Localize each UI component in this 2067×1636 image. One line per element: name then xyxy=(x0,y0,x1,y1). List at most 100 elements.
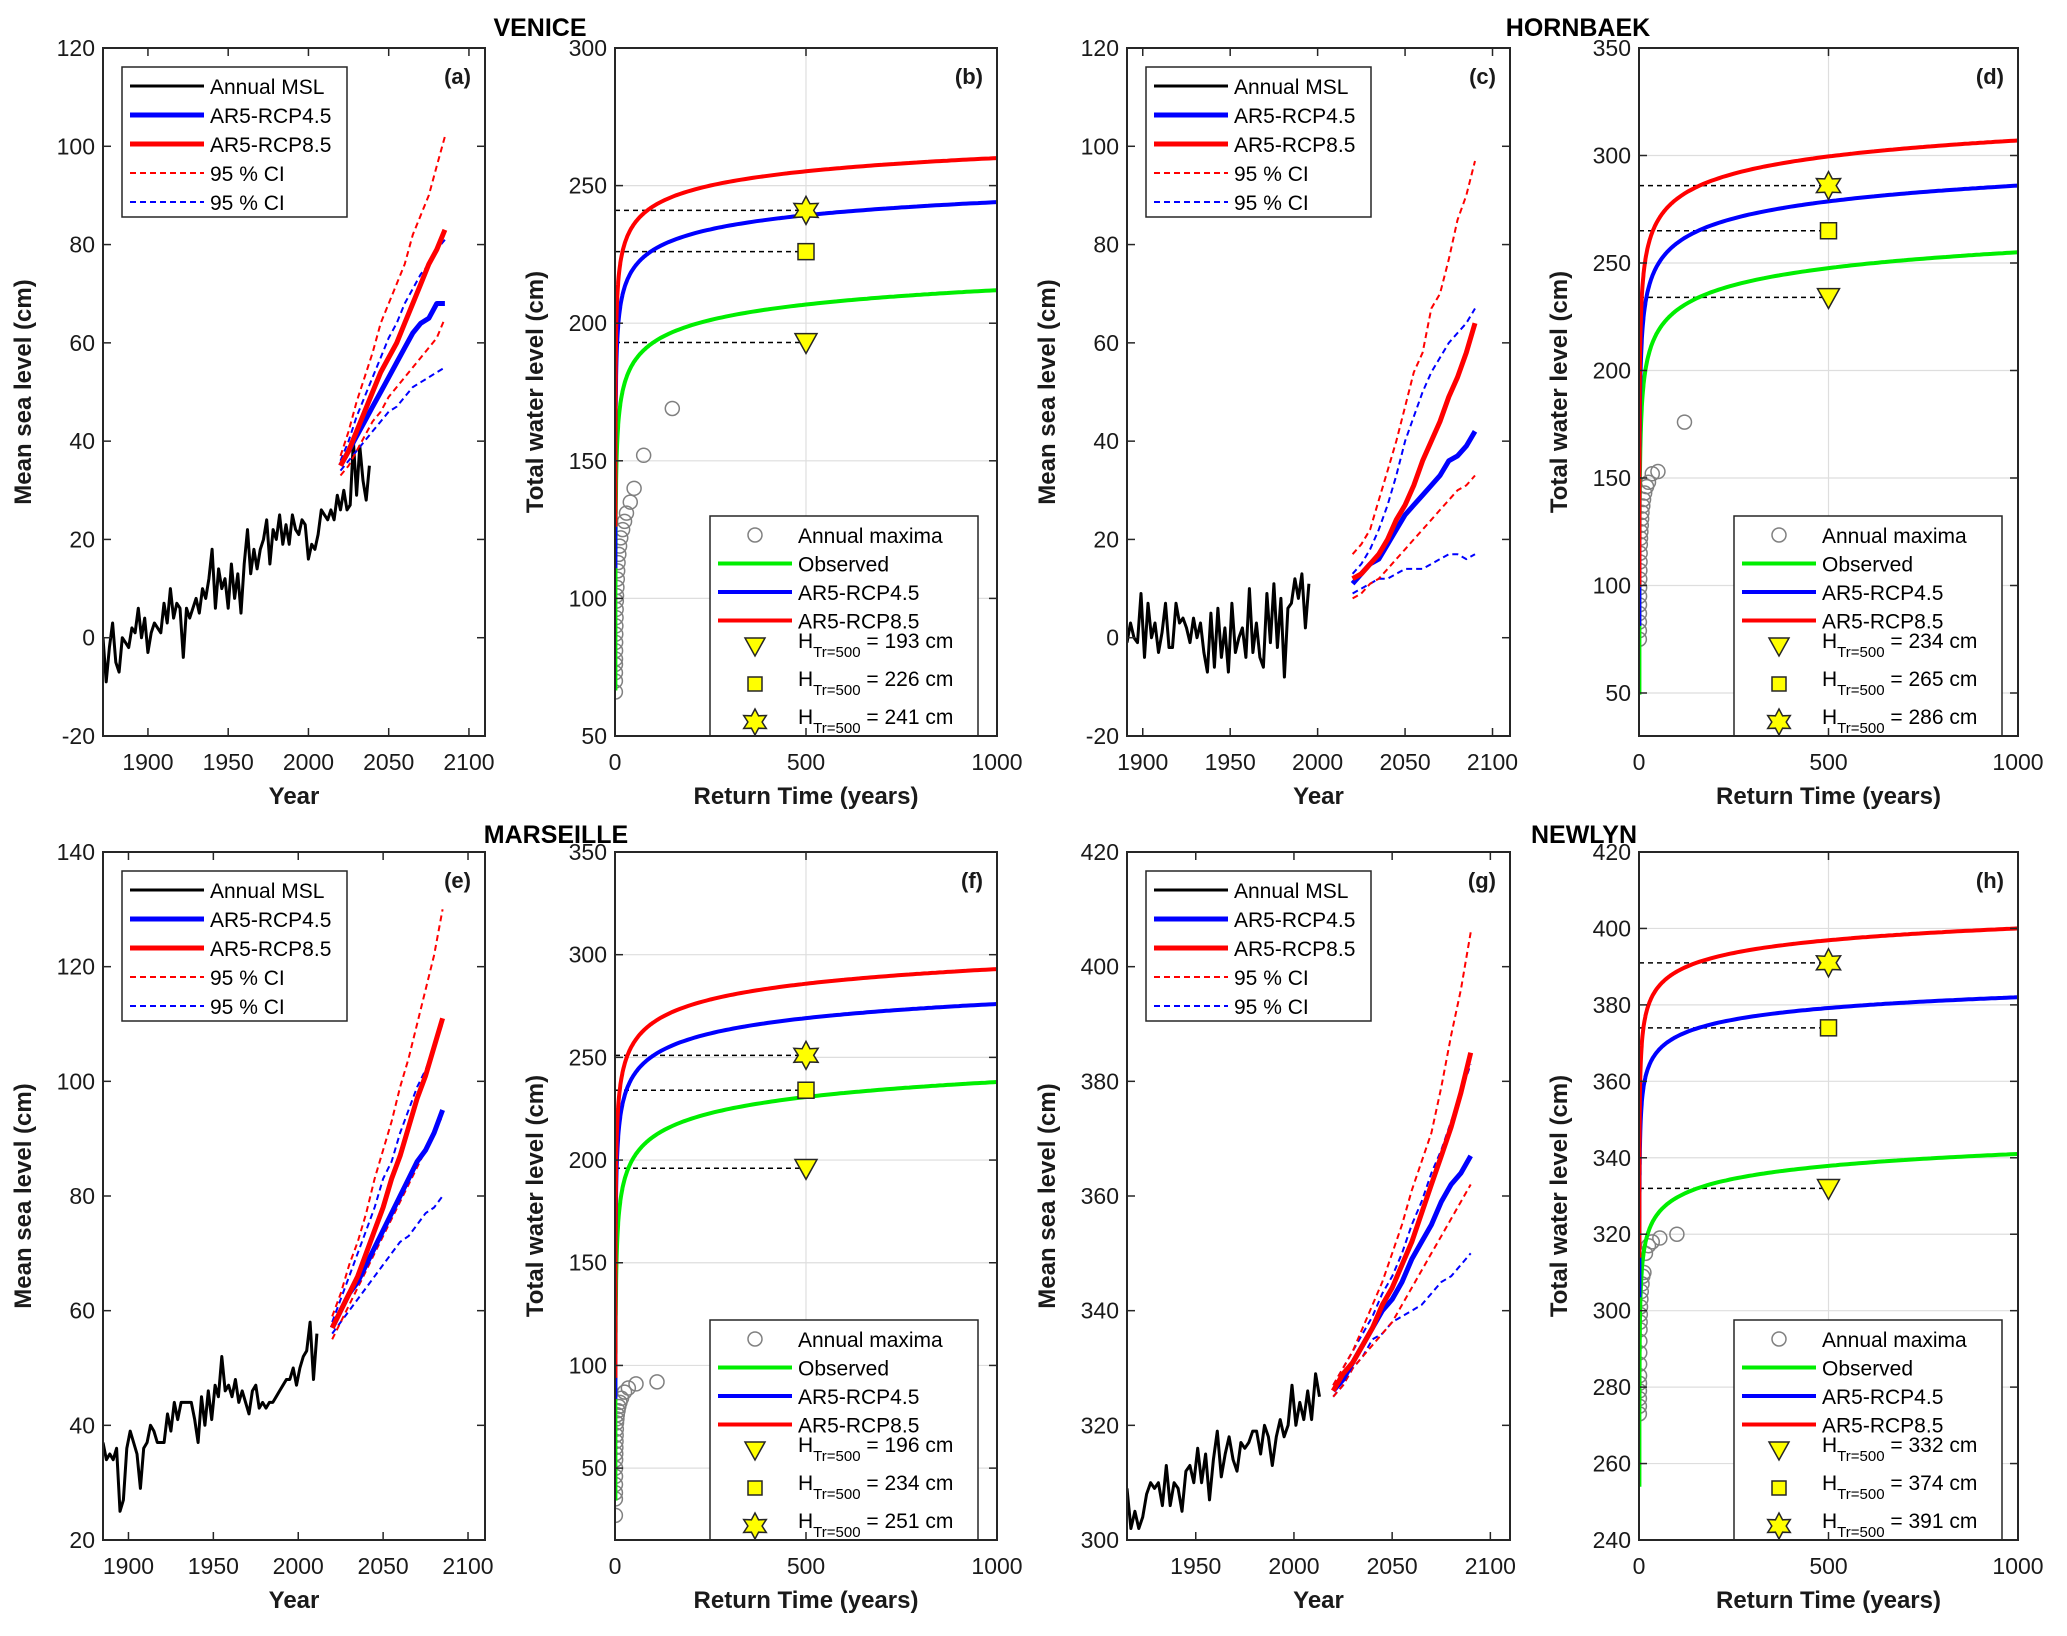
legend-marker-square xyxy=(747,1480,763,1496)
y-tick-label: 150 xyxy=(1593,465,1631,491)
annual-maxima-point xyxy=(1676,414,1693,430)
legend: Annual maxima Observed AR5-RCP4.5 AR5-RCP8.… xyxy=(709,515,979,736)
legend-h500-label: HTr=500 = 332 cm xyxy=(1822,1434,1977,1465)
legend-h500-label: HTr=500 = 265 cm xyxy=(1822,668,1977,699)
x-tick-label: 2000 xyxy=(1268,1553,1319,1579)
panel-tag: (e) xyxy=(444,868,471,893)
x-tick-label: 1900 xyxy=(103,1553,154,1579)
y-tick-label: 120 xyxy=(57,954,95,980)
legend-label: AR5-RCP4.5 xyxy=(210,105,331,128)
series-rcp85 xyxy=(338,228,448,467)
marker-square-rcp45 xyxy=(797,1081,815,1099)
y-tick-label: 200 xyxy=(1593,358,1631,384)
x-tick-label: 500 xyxy=(787,749,825,775)
legend-label: Annual MSL xyxy=(210,880,324,903)
x-tick-label: 1950 xyxy=(1170,1553,1221,1579)
legend-label: 95 % CI xyxy=(210,967,285,990)
legend-label: Annual maxima xyxy=(798,1329,943,1352)
series-annual-msl xyxy=(103,1320,319,1513)
legend-label: 95 % CI xyxy=(210,192,285,215)
legend-label: AR5-RCP4.5 xyxy=(1234,909,1355,932)
marker-star-rcp85 xyxy=(1815,169,1842,202)
y-tick-label: 20 xyxy=(1093,526,1119,552)
legend-label: AR5-RCP4.5 xyxy=(798,582,919,605)
legend: Annual MSL AR5-RCP4.5 AR5-RCP8.5 95 % CI 95 … xyxy=(1145,66,1372,218)
x-tick-label: 2100 xyxy=(1467,749,1518,775)
y-tick-label: 100 xyxy=(569,585,607,611)
y-tick-label: 300 xyxy=(1081,1527,1119,1553)
series-rcp85 xyxy=(1331,1052,1474,1393)
series-rcp85-ci-upper xyxy=(331,909,444,1317)
y-axis-label: Mean sea level (cm) xyxy=(1034,279,1061,504)
plot-area: Annual MSL AR5-RCP4.5 AR5-RCP8.5 95 % CI 95 … xyxy=(103,870,445,1513)
legend-label: 95 % CI xyxy=(210,163,285,186)
y-tick-label: 120 xyxy=(57,35,95,61)
y-tick-label: 140 xyxy=(57,839,95,865)
x-axis-label: Year xyxy=(1293,1587,1344,1614)
x-tick-label: 1950 xyxy=(1205,749,1256,775)
legend-label: 95 % CI xyxy=(210,996,285,1019)
y-tick-label: -20 xyxy=(1086,723,1119,749)
annual-maxima-point xyxy=(1669,1226,1685,1242)
y-axis-label: Total water level (cm) xyxy=(1546,271,1573,513)
legend-label: Observed xyxy=(1822,554,1913,577)
y-tick-label: 60 xyxy=(69,330,95,356)
y-tick-label: 20 xyxy=(69,526,95,552)
annual-maxima-point xyxy=(1650,463,1666,480)
legend-h500-label: HTr=500 = 251 cm xyxy=(798,1510,953,1541)
y-tick-label: 300 xyxy=(1593,1298,1631,1324)
legend: Annual maxima Observed AR5-RCP4.5 AR5-RCP8.… xyxy=(1733,515,2003,736)
annual-maxima-point xyxy=(618,505,635,521)
x-tick-label: 2100 xyxy=(1465,1553,1516,1579)
annual-maxima-point xyxy=(1640,1237,1657,1254)
legend-label: Annual MSL xyxy=(1234,880,1348,903)
legend-label: AR5-RCP8.5 xyxy=(798,611,919,634)
y-tick-label: 350 xyxy=(1593,35,1631,61)
x-tick-label: 1900 xyxy=(122,749,173,775)
y-tick-label: 50 xyxy=(581,723,607,749)
y-tick-label: 350 xyxy=(569,839,607,865)
legend-label: AR5-RCP8.5 xyxy=(798,1415,919,1438)
marker-triangle-observed xyxy=(793,1158,819,1181)
y-tick-label: 360 xyxy=(1593,1068,1631,1094)
x-tick-label: 1000 xyxy=(971,1553,1022,1579)
legend-label: AR5-RCP4.5 xyxy=(1822,582,1943,605)
annual-maxima-point xyxy=(620,1380,637,1396)
panel-tag: (g) xyxy=(1468,868,1496,893)
marker-square-rcp45 xyxy=(797,242,815,261)
y-tick-label: 420 xyxy=(1593,839,1631,865)
x-tick-label: 2050 xyxy=(1367,1553,1418,1579)
x-tick-label: 0 xyxy=(1633,1553,1646,1579)
legend-h500-label: HTr=500 = 234 cm xyxy=(1822,630,1977,661)
panel-h: Annual maxima Observed AR5-RCP4.5 AR5-RCP8.… xyxy=(1546,839,2044,1614)
legend-label: Annual MSL xyxy=(210,76,324,99)
legend-box xyxy=(1733,1319,2003,1540)
y-tick-label: 100 xyxy=(569,1352,607,1378)
y-tick-label: 380 xyxy=(1593,992,1631,1018)
legend-box xyxy=(709,515,979,736)
y-tick-label: 280 xyxy=(1593,1374,1631,1400)
y-axis-label: Total water level (cm) xyxy=(1546,1075,1573,1317)
marker-square-rcp45 xyxy=(1819,1019,1838,1037)
y-tick-label: 40 xyxy=(69,1412,95,1438)
series-annual-msl xyxy=(1127,572,1311,679)
x-axis-label: Return Time (years) xyxy=(1716,783,1941,810)
y-tick-label: 0 xyxy=(82,625,95,651)
legend-h500-label: HTr=500 = 226 cm xyxy=(798,668,953,699)
y-tick-label: 240 xyxy=(1593,1527,1631,1553)
x-tick-label: 2050 xyxy=(363,749,414,775)
x-tick-label: 2000 xyxy=(283,749,334,775)
annual-maxima-point xyxy=(664,400,681,417)
legend-h500-label: HTr=500 = 374 cm xyxy=(1822,1472,1977,1503)
annual-maxima-point xyxy=(615,538,628,554)
legend-label: AR5-RCP8.5 xyxy=(1234,134,1355,157)
y-tick-label: 40 xyxy=(69,428,95,454)
x-tick-label: 500 xyxy=(1809,749,1847,775)
y-tick-label: 200 xyxy=(569,310,607,336)
annual-maxima-point xyxy=(1639,485,1653,501)
y-axis-label: Mean sea level (cm) xyxy=(10,1083,37,1308)
x-axis-label: Return Time (years) xyxy=(694,1587,919,1614)
annual-maxima-point xyxy=(1639,498,1651,514)
annual-maxima-point xyxy=(626,480,642,497)
